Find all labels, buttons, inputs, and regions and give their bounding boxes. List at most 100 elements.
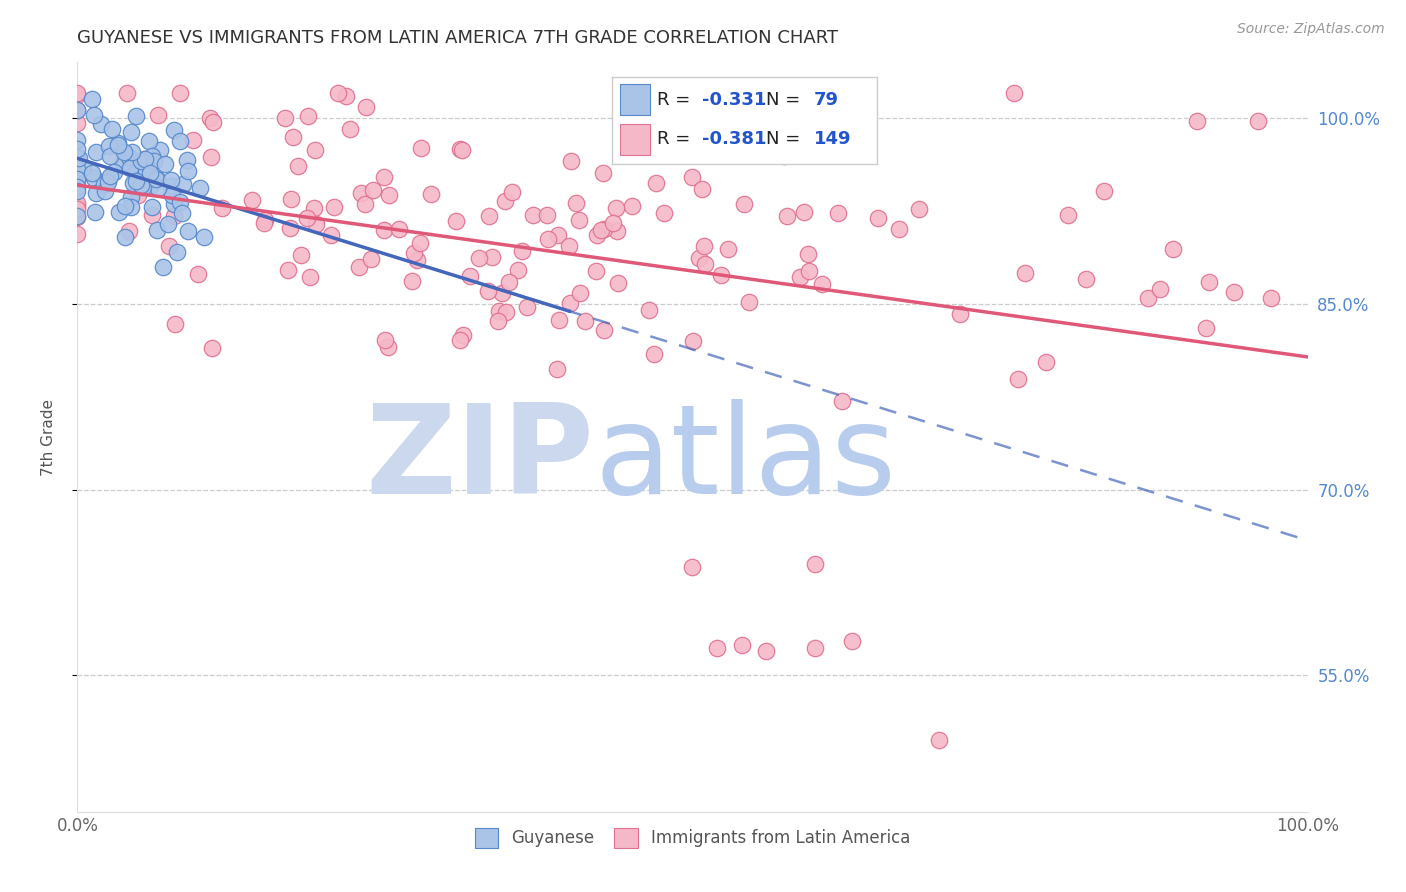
Point (908, 202, 931, 217)
Point (681, 169, 703, 184)
Point (146, 108, 169, 122)
Point (278, 220, 301, 235)
Point (297, 211, 319, 225)
Point (506, 262, 529, 277)
Point (66, 150, 89, 164)
Point (305, 217, 328, 231)
Point (592, 166, 614, 180)
Point (160, 173, 183, 187)
Point (159, 178, 181, 193)
Point (1014, 266, 1036, 280)
Point (605, 202, 627, 216)
Point (451, 143, 474, 157)
Point (468, 251, 491, 265)
Point (121, 145, 143, 160)
Point (593, 222, 616, 236)
Text: Source: ZipAtlas.com: Source: ZipAtlas.com (1237, 22, 1385, 37)
Point (253, 213, 276, 227)
Point (163, 209, 186, 223)
Point (141, 208, 163, 222)
Point (93, 185, 115, 199)
Point (66, 209, 89, 223)
Point (107, 136, 129, 151)
Text: atlas: atlas (595, 399, 896, 520)
Point (187, 267, 209, 281)
Point (66, 162, 89, 177)
Point (253, 216, 276, 230)
Point (322, 200, 344, 214)
Point (1195, 321, 1218, 335)
Point (66, 88, 89, 103)
Point (804, 557, 827, 571)
Point (146, 181, 169, 195)
Point (169, 134, 191, 148)
Point (501, 186, 523, 200)
Point (804, 641, 827, 656)
Point (404, 245, 426, 260)
Point (66, 133, 89, 147)
Point (682, 559, 704, 574)
Point (406, 253, 429, 268)
Point (120, 160, 142, 174)
Point (66, 202, 89, 216)
Point (115, 87, 138, 101)
Point (170, 205, 193, 219)
Point (66, 198, 89, 212)
Point (169, 87, 191, 101)
Point (607, 277, 630, 291)
Point (548, 313, 571, 327)
Point (83, 170, 105, 185)
Point (776, 209, 799, 223)
Point (374, 333, 396, 347)
Point (200, 150, 222, 164)
Point (138, 134, 160, 148)
Point (793, 205, 815, 219)
Point (797, 246, 820, 260)
Point (347, 260, 370, 275)
Point (111, 156, 134, 170)
Point (1161, 243, 1184, 257)
Y-axis label: 7th Grade: 7th Grade (42, 399, 56, 475)
Point (287, 159, 309, 173)
Point (290, 248, 312, 262)
Point (155, 157, 177, 171)
Point (200, 341, 222, 355)
Point (361, 183, 384, 197)
Point (773, 149, 796, 163)
Point (299, 270, 322, 285)
Point (688, 251, 710, 265)
Point (692, 182, 714, 196)
Point (706, 641, 728, 656)
Point (145, 172, 167, 186)
Point (564, 195, 586, 210)
Point (96, 174, 118, 188)
Point (98, 149, 121, 163)
Point (66, 196, 89, 211)
Point (72, 160, 94, 174)
Point (82, 166, 104, 180)
Point (797, 264, 820, 278)
Point (283, 129, 305, 144)
Point (134, 152, 156, 166)
Point (831, 394, 853, 409)
Point (481, 250, 503, 264)
Point (1136, 291, 1159, 305)
Point (326, 87, 349, 101)
Point (145, 223, 167, 237)
Point (169, 194, 191, 209)
Point (645, 176, 668, 190)
Point (1223, 285, 1246, 299)
Point (118, 224, 141, 238)
Point (1035, 355, 1057, 369)
Point (98, 169, 121, 184)
Point (547, 227, 569, 242)
Text: GUYANESE VS IMMIGRANTS FROM LATIN AMERICA 7TH GRADE CORRELATION CHART: GUYANESE VS IMMIGRANTS FROM LATIN AMERIC… (77, 29, 838, 47)
Point (107, 138, 129, 153)
Point (66, 87, 89, 101)
Point (444, 214, 467, 228)
Point (163, 196, 186, 211)
Point (350, 186, 373, 201)
Point (477, 284, 499, 298)
Point (1002, 87, 1025, 101)
Point (733, 197, 755, 211)
